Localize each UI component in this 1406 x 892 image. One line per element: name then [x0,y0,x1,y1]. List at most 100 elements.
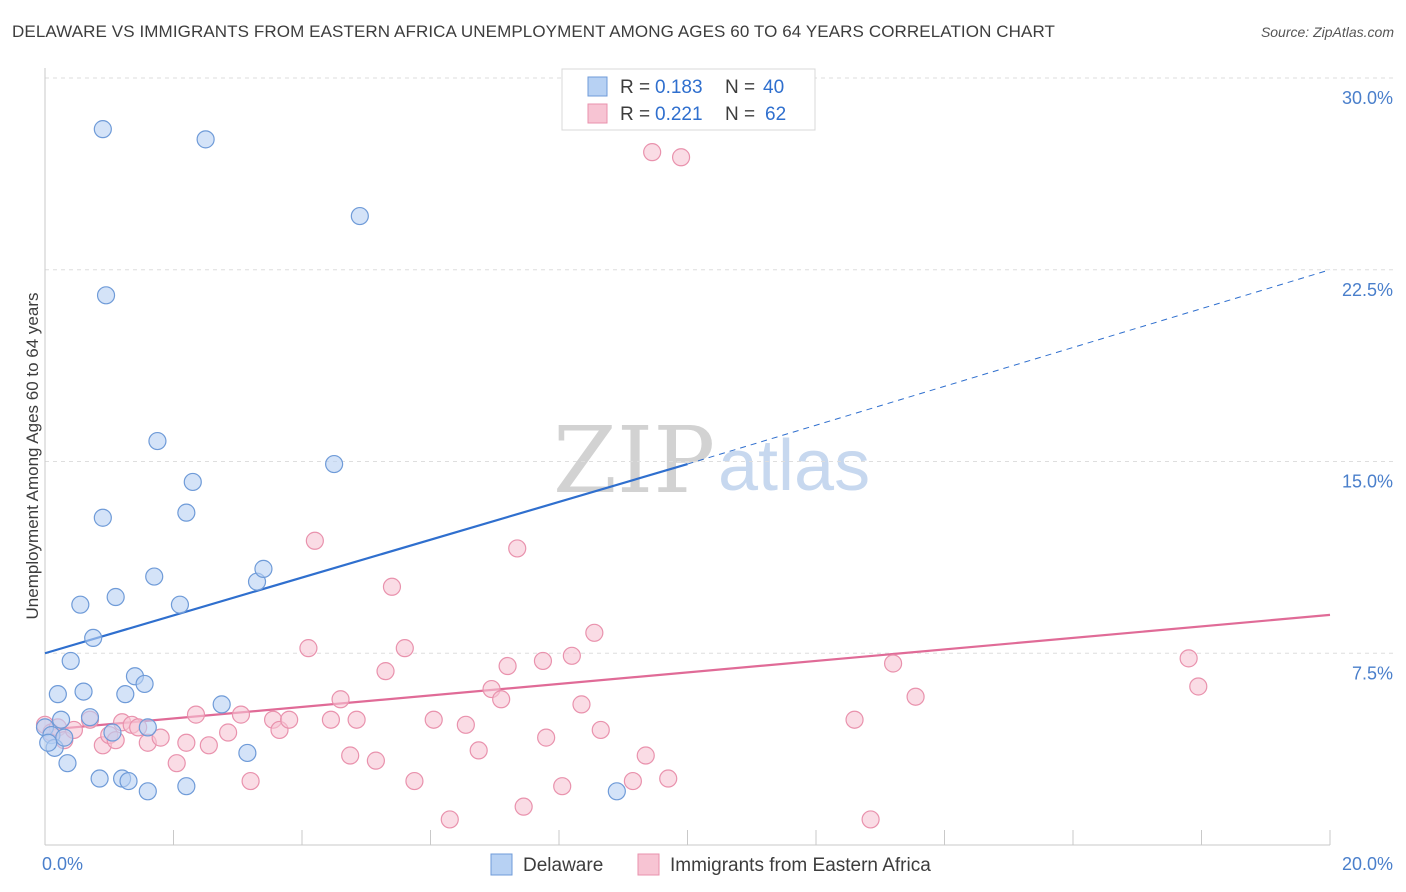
delaware-point [61,651,80,671]
eastern-africa-point [241,771,260,791]
delaware-point [183,472,202,492]
y-tick-labels: 7.5% 15.0% 22.5% 30.0% [1342,88,1393,683]
delaware-point [138,782,157,801]
eastern-africa-point [861,810,880,829]
delaware-point [84,628,103,648]
eastern-africa-point [562,646,581,665]
eastern-africa-point [177,733,196,752]
legend-box: R = 0.183 N = 40 R = 0.221 N = 62 [561,68,816,131]
axes [44,68,1331,846]
legend-n-value: 62 [765,104,786,125]
y-tick-label: 30.0% [1342,88,1393,108]
delaware-point [196,130,215,149]
eastern-africa-point [623,771,642,791]
delaware-point [177,777,196,796]
eastern-africa-point [671,148,691,167]
delaware-point [254,559,273,578]
delaware-point [48,685,67,704]
y-tick-label: 15.0% [1342,472,1393,492]
legend-n-label: N = [725,77,755,98]
eastern-africa-point [382,577,402,596]
eastern-africa-point [456,715,475,734]
eastern-africa-point [1179,649,1198,668]
legend-r-value: 0.221 [655,104,703,125]
source-label: Source: ZipAtlas.com [1260,24,1394,40]
eastern-africa-point [591,720,610,740]
eastern-africa-point [376,662,395,681]
trend-line-solid [44,463,688,655]
eastern-africa-point [537,728,556,747]
delaware-point [238,743,257,763]
eastern-africa-point [514,797,533,816]
delaware-point [51,710,71,729]
eastern-africa-point [469,741,488,760]
trend-line-dashed [687,269,1331,465]
delaware-point [96,286,116,305]
delaware-point [119,771,138,791]
delaware-point [145,567,164,586]
delaware-point [90,769,109,788]
x-tick-label: 20.0% [1342,854,1393,874]
legend-swatch-eastern-africa [587,103,608,124]
delaware-point [607,782,626,801]
delaware-point [80,708,100,727]
delaware-point [212,695,231,714]
y-tick-label: 22.5% [1342,280,1393,300]
data-points [35,120,1208,829]
eastern-africa-point [231,705,251,724]
eastern-africa-point [305,531,324,550]
eastern-africa-point [845,710,864,729]
legend-swatch-delaware [587,76,608,97]
bottom-legend-label-eastern-africa: Immigrants from Eastern Africa [670,855,931,876]
delaware-point [106,587,125,607]
eastern-africa-point [1189,677,1208,696]
delaware-point [55,728,74,747]
eastern-africa-point [424,710,443,729]
delaware-point [58,754,77,773]
eastern-africa-point [366,751,385,770]
delaware-point [74,682,93,701]
y-tick-label: 7.5% [1352,663,1393,683]
eastern-africa-point [553,777,572,796]
legend-n-value: 40 [763,77,784,98]
eastern-africa-point [347,710,366,729]
legend-r-label: R = [620,77,650,98]
eastern-africa-point [636,746,655,765]
delaware-point [325,454,344,474]
trend-line-solid [44,613,1331,732]
x-tick-label: 0.0% [42,854,83,874]
eastern-africa-point [883,654,903,673]
eastern-africa-point [299,639,318,658]
legend-r-value: 0.183 [655,77,703,98]
delaware-point [93,508,112,527]
delaware-point [39,733,58,752]
delaware-point [116,685,135,704]
y-axis-title: Unemployment Among Ages 60 to 64 years [23,293,42,620]
delaware-point [93,120,112,139]
eastern-africa-point [659,769,678,788]
delaware-point [177,503,196,522]
eastern-africa-point [219,723,238,742]
bottom-legend: Delaware Immigrants from Eastern Africa [490,853,931,876]
legend-n-label: N = [725,104,755,125]
delaware-point [135,674,154,694]
eastern-africa-point [395,639,414,658]
chart-title: DELAWARE VS IMMIGRANTS FROM EASTERN AFRI… [12,22,1056,41]
eastern-africa-point [585,623,604,642]
eastern-africa-point [167,754,186,773]
bottom-legend-swatch-eastern-africa [637,853,660,876]
eastern-africa-point [572,695,591,714]
trend-lines [44,269,1331,732]
eastern-africa-point [341,746,360,765]
eastern-africa-point [440,810,459,829]
eastern-africa-point [508,539,527,558]
delaware-point [170,595,190,614]
eastern-africa-point [199,736,218,755]
eastern-africa-point [643,143,662,162]
delaware-point [148,431,167,451]
eastern-africa-point [498,656,517,676]
eastern-africa-point [280,710,299,729]
bottom-legend-swatch-delaware [490,853,513,876]
eastern-africa-point [533,651,553,671]
